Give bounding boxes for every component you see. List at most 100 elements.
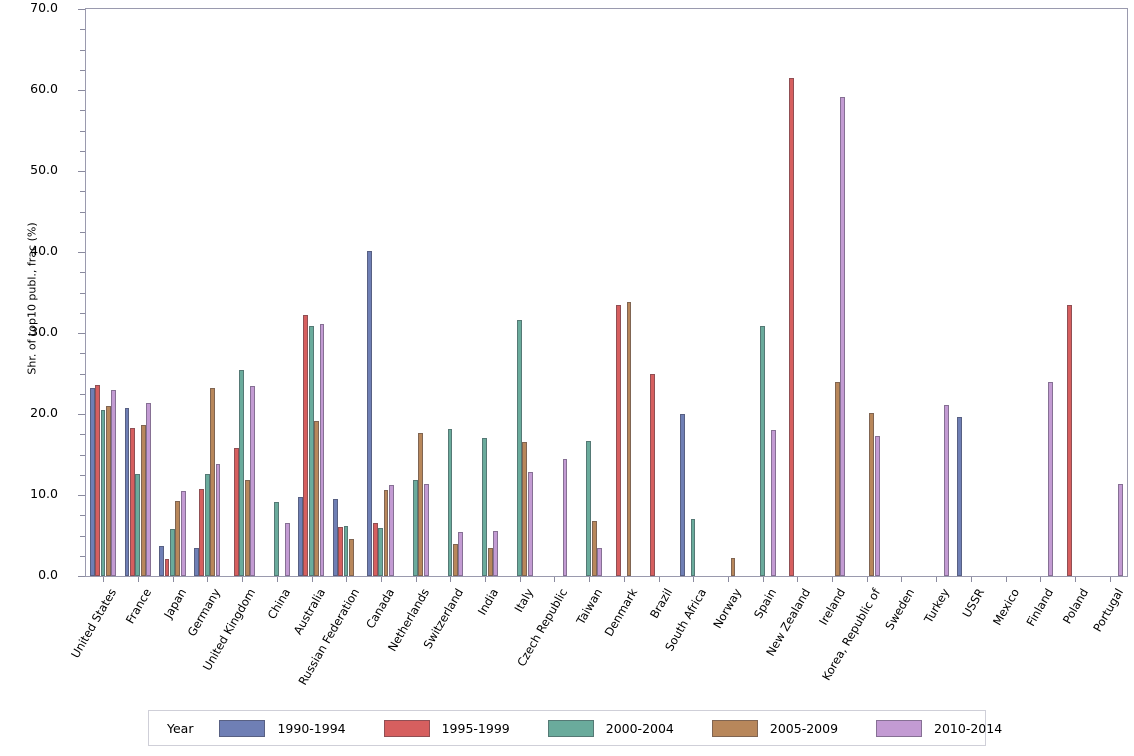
y-tick-mark-minor	[80, 211, 85, 213]
bar	[348, 538, 354, 576]
legend-entry[interactable]: 2010-2014	[876, 719, 1003, 737]
bar	[1066, 305, 1072, 576]
bar	[106, 405, 111, 576]
y-tick-mark-minor	[80, 69, 85, 71]
legend-entry[interactable]: 2000-2004	[547, 719, 674, 737]
bar	[100, 409, 106, 576]
x-tick-mark	[936, 577, 938, 582]
x-tick-mark	[1074, 577, 1076, 582]
bar	[615, 305, 621, 576]
legend-entry[interactable]: 1995-1999	[383, 719, 510, 737]
bar	[522, 441, 528, 576]
legend-label: 2005-2009	[769, 720, 839, 736]
bar	[343, 525, 349, 576]
legend-swatch	[711, 719, 758, 737]
y-tick-label: 0.0	[38, 567, 58, 582]
legend-label: 2010-2014	[934, 720, 1003, 736]
legend-swatch	[383, 719, 430, 737]
bar	[193, 547, 199, 576]
legend-entry[interactable]: 1990-1994	[219, 719, 346, 737]
bar	[957, 417, 963, 576]
bar	[274, 502, 279, 576]
legend-label: 2000-2004	[605, 720, 674, 736]
axis-spine-bottom	[85, 576, 1128, 578]
bar	[517, 320, 522, 576]
bar	[730, 558, 736, 576]
bar	[650, 373, 656, 576]
bar	[250, 385, 256, 576]
x-tick-mark	[797, 577, 799, 582]
bar	[493, 530, 498, 576]
bar	[679, 414, 685, 576]
y-tick-mark-minor	[80, 312, 85, 314]
y-tick-mark-minor	[80, 454, 85, 456]
bar	[586, 440, 592, 576]
y-tick-mark-minor	[80, 29, 85, 31]
x-tick-mark	[623, 577, 625, 582]
x-tick-mark	[1005, 577, 1007, 582]
x-tick-mark	[1040, 577, 1042, 582]
x-tick-mark	[554, 577, 556, 582]
bar	[412, 479, 418, 576]
bar	[332, 499, 338, 576]
bar	[95, 384, 101, 576]
bar	[759, 325, 765, 576]
bar	[180, 490, 186, 576]
bar	[367, 251, 373, 576]
bar	[447, 428, 453, 576]
bar	[389, 485, 394, 576]
y-tick-mark-minor	[80, 231, 85, 233]
bar	[135, 473, 141, 576]
x-tick-mark	[658, 577, 660, 582]
y-tick-mark-minor	[80, 110, 85, 112]
bar	[89, 388, 95, 576]
y-tick-label: 10.0	[30, 486, 58, 501]
x-tick-mark	[1109, 577, 1111, 582]
x-tick-mark	[866, 577, 868, 582]
y-tick-mark-minor	[80, 272, 85, 274]
bar	[170, 529, 175, 576]
y-tick-mark-minor	[80, 150, 85, 152]
bar	[319, 324, 325, 576]
x-tick-mark	[242, 577, 244, 582]
bar	[146, 403, 151, 576]
bar	[1048, 382, 1054, 576]
legend-entry[interactable]: 2005-2009	[711, 719, 839, 737]
legend-label: 1990-1994	[277, 720, 346, 736]
bar	[298, 496, 303, 576]
y-tick-mark	[78, 414, 85, 415]
y-tick-mark-minor	[80, 535, 85, 537]
y-tick-mark-minor	[80, 434, 85, 436]
x-tick-mark	[519, 577, 521, 582]
x-tick-mark	[346, 577, 348, 582]
legend-label: 1995-1999	[441, 720, 510, 736]
bar	[482, 437, 488, 576]
y-tick-mark	[78, 90, 85, 91]
bar	[111, 389, 117, 576]
x-tick-mark	[727, 577, 729, 582]
bar	[690, 518, 696, 576]
bar	[834, 382, 840, 576]
axis-spine-left	[85, 8, 87, 576]
bar	[378, 528, 384, 576]
x-tick-mark	[207, 577, 209, 582]
bar	[284, 522, 290, 576]
bar	[562, 458, 568, 576]
axis-spine-right	[1127, 8, 1129, 577]
y-tick-mark-minor	[80, 49, 85, 51]
bar	[164, 559, 170, 576]
bar	[453, 544, 458, 576]
y-tick-mark	[78, 252, 85, 253]
y-tick-label: 20.0	[30, 405, 58, 420]
y-tick-mark-minor	[80, 474, 85, 476]
y-tick-mark	[78, 576, 85, 577]
y-tick-label: 70.0	[30, 0, 58, 15]
x-tick-mark	[693, 577, 695, 582]
bar	[597, 548, 603, 576]
x-tick-mark	[172, 577, 174, 582]
bar	[159, 546, 165, 576]
legend-swatch	[547, 719, 594, 737]
y-tick-mark-minor	[80, 353, 85, 355]
y-tick-label: 50.0	[30, 162, 58, 177]
plot-area	[86, 9, 1127, 576]
